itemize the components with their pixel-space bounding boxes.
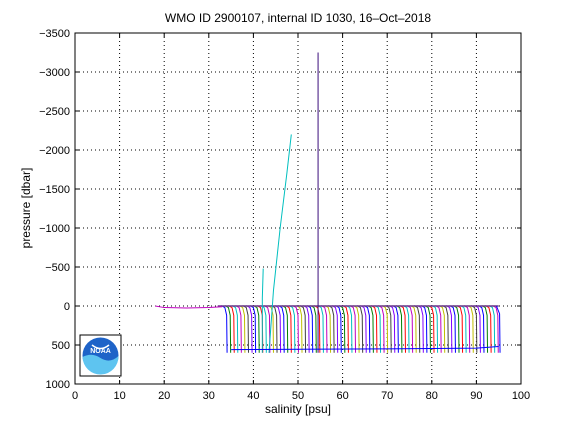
y-tick-label: 1000 — [46, 379, 70, 391]
y-tick-label: 0 — [64, 301, 70, 313]
series-line — [261, 268, 264, 353]
noaa-logo: NOAA — [79, 334, 122, 377]
y-tick-label: −3500 — [39, 28, 70, 40]
series-line — [268, 134, 292, 353]
ticks — [74, 32, 522, 385]
y-tick-label: −2500 — [39, 106, 70, 118]
x-tick-label: 70 — [381, 390, 393, 402]
y-axis-label: pressure [dbar] — [19, 168, 33, 249]
x-tick-label: 90 — [470, 390, 482, 402]
x-tick-label: 80 — [426, 390, 438, 402]
x-tick-label: 40 — [247, 390, 259, 402]
tick-labels: 0 10 20 30 40 50 60 70 80 90 100 −3500 −3000 −2500 −20… — [39, 28, 530, 402]
x-axis-label: salinity [psu] — [265, 402, 331, 416]
y-tick-label: −1500 — [39, 184, 70, 196]
y-tick-label: −1000 — [39, 223, 70, 235]
noaa-logo-gull — [91, 344, 110, 350]
noaa-logo-text: NOAA — [90, 348, 111, 355]
series-lines — [155, 52, 501, 353]
chart-title: WMO ID 2900107, internal ID 1030, 16–Oct… — [165, 11, 431, 25]
x-tick-label: 20 — [158, 390, 170, 402]
series-line — [231, 346, 499, 351]
x-tick-label: 100 — [512, 390, 530, 402]
profile-band — [217, 305, 499, 353]
series-line — [155, 305, 223, 309]
y-tick-label: 500 — [52, 340, 70, 352]
series-line — [496, 305, 501, 353]
x-tick-label: 0 — [72, 390, 78, 402]
x-tick-label: 30 — [203, 390, 215, 402]
y-tick-label: −500 — [45, 262, 70, 274]
x-tick-label: 50 — [292, 390, 304, 402]
x-tick-label: 10 — [113, 390, 125, 402]
y-tick-label: −2000 — [39, 145, 70, 157]
y-tick-label: −3000 — [39, 67, 70, 79]
x-tick-label: 60 — [336, 390, 348, 402]
noaa-logo-wave — [82, 354, 119, 375]
